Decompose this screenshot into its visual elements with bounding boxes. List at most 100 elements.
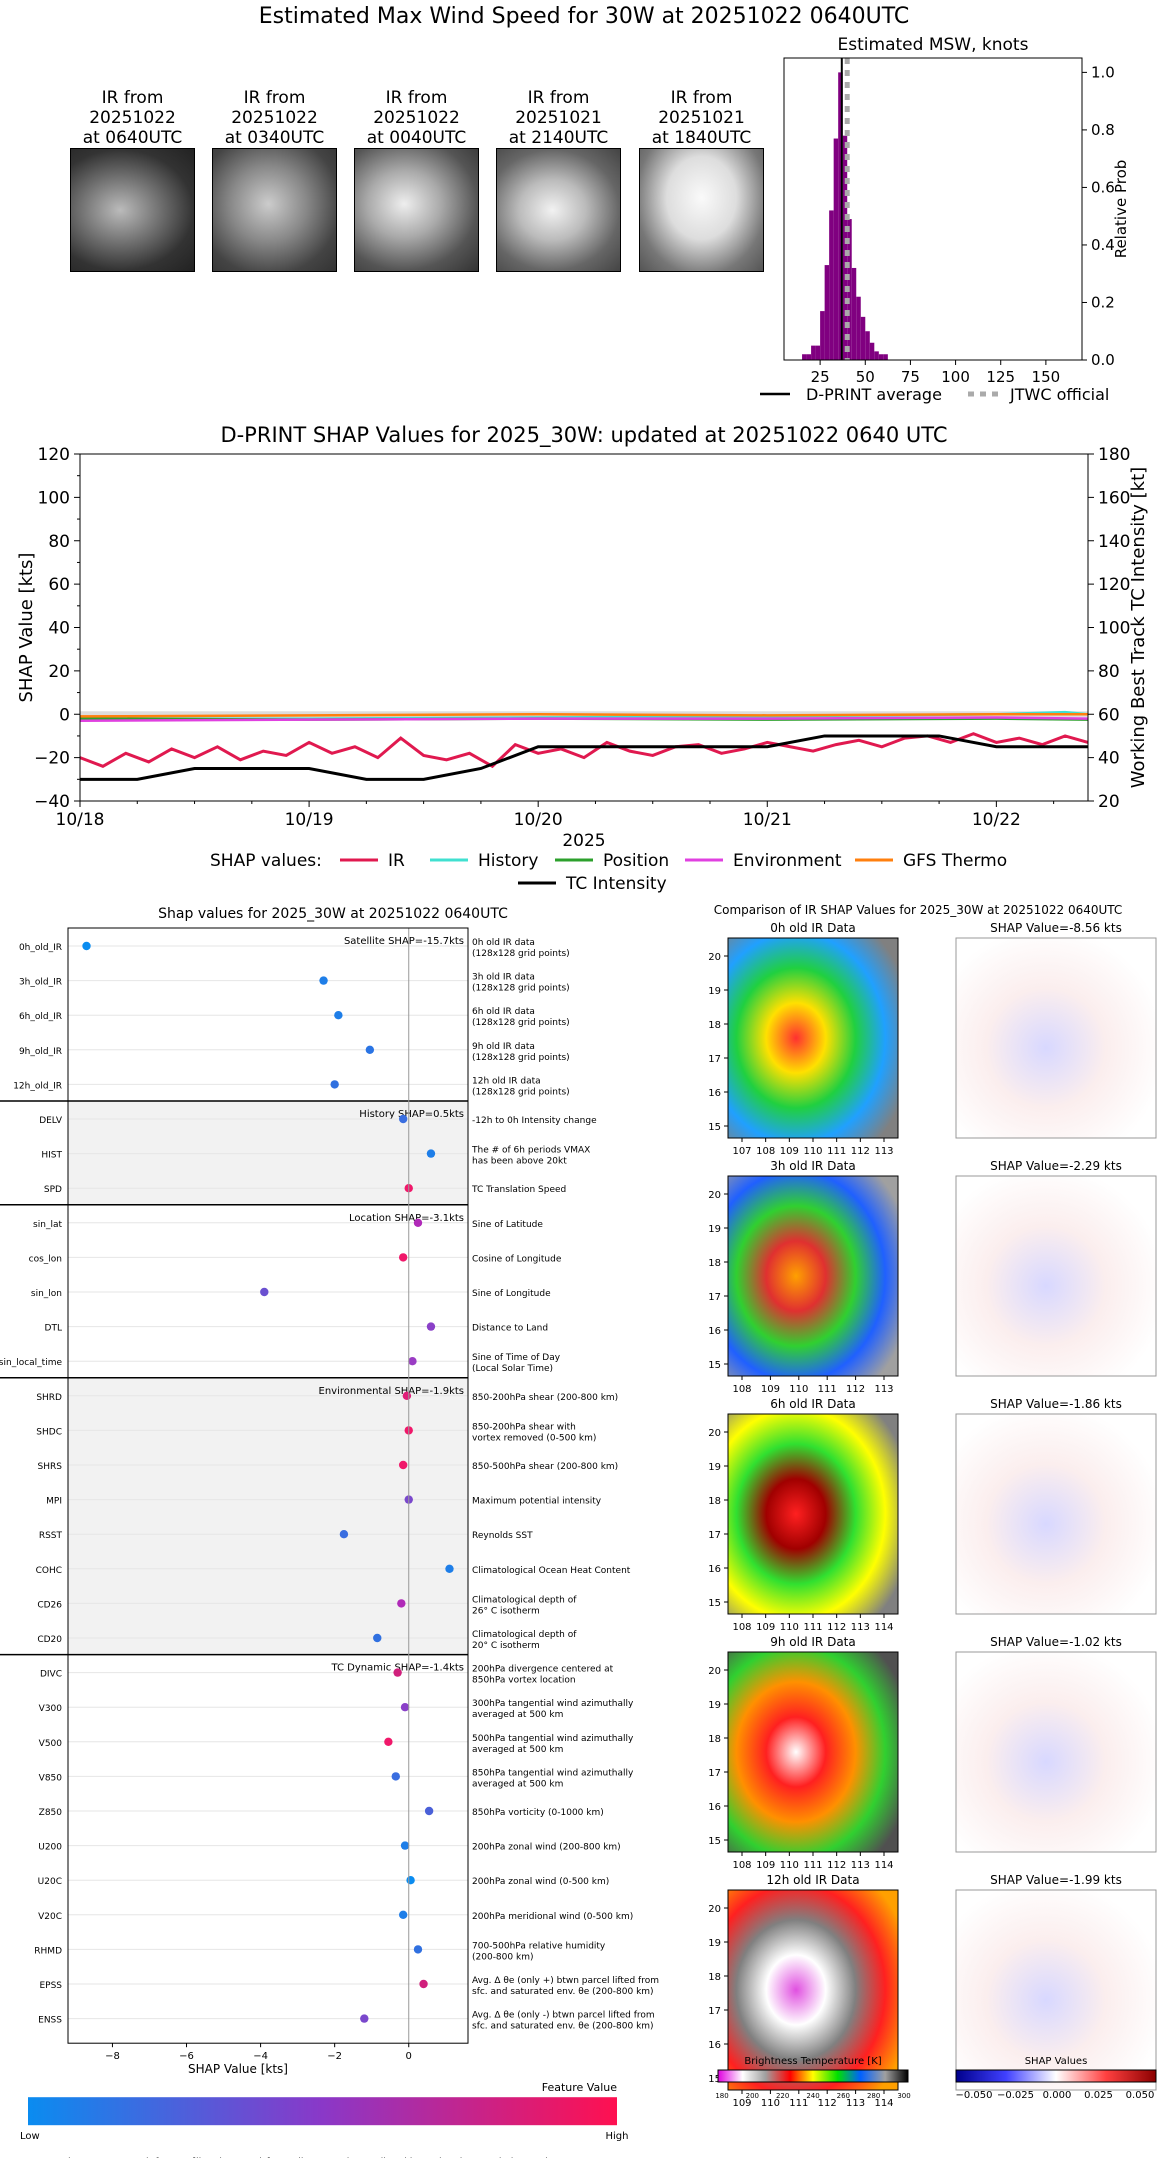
feature-shap-point: [419, 1979, 428, 1989]
histogram-bar: [856, 296, 861, 360]
ir-x-tick-label: 109: [761, 1384, 780, 1395]
ir-x-tick-label: 113: [851, 1860, 870, 1871]
feature-shap-point: [398, 1460, 408, 1470]
histogram-y-tick-label: 0.0: [1091, 351, 1115, 369]
feature-description: 500hPa tangential wind azimuthally: [472, 1734, 634, 1744]
shap-panel-title: SHAP Value=-1.02 kts: [990, 1635, 1122, 1649]
comparison-title: Comparison of IR SHAP Values for 2025_30…: [714, 903, 1123, 917]
feature-shap-point: [445, 1564, 454, 1573]
colorbar-low-label: Low: [20, 2131, 40, 2142]
shap-colorbar-tick: 0.000: [1043, 2090, 1072, 2101]
feature-x-tick-label: −6: [179, 2051, 194, 2062]
feature-description: 26° C isotherm: [472, 1606, 540, 1616]
feature-name: V500: [39, 1739, 63, 1749]
histogram-bar: [869, 342, 875, 360]
feature-shap-point: [373, 1633, 382, 1643]
feature-description: 6h old IR data: [472, 1007, 535, 1017]
feature-shap-point: [360, 2014, 369, 2023]
legend-label-position: Position: [603, 851, 669, 871]
feature-description: averaged at 500 km: [472, 1779, 563, 1789]
ir-x-tick-label: 113: [846, 2098, 865, 2109]
ir-x-tick-label: 109: [780, 1146, 799, 1157]
right-y-tick-label: 160: [1098, 488, 1130, 508]
ir-y-tick-label: 18: [708, 1734, 721, 1745]
histogram-bar: [824, 265, 830, 360]
ir-y-tick-label: 18: [708, 1258, 721, 1269]
left-y-tick-label: 80: [48, 532, 70, 552]
ir-y-tick-label: 16: [708, 1802, 721, 1813]
x-tick-label: 10/20: [514, 810, 563, 830]
histogram-x-tick-label: 25: [811, 368, 830, 386]
feature-description: 9h old IR data: [472, 1042, 535, 1052]
feature-name: sin_lon: [31, 1289, 62, 1299]
msw-histogram-chart: Estimated MSW, knots 25 50 75 100 125 150 0.0 0.…: [760, 35, 1130, 404]
histogram-bar: [829, 210, 834, 360]
ir-y-tick-label: 20: [708, 1428, 721, 1439]
feature-name: DTL: [45, 1324, 62, 1334]
feature-name: DIVC: [40, 1670, 62, 1680]
ir-x-tick-label: 112: [827, 1622, 846, 1633]
feature-description: (Local Solar Time): [472, 1364, 553, 1374]
ir-thumbnail-image: [639, 148, 764, 272]
ir-thumbnail-title-line1: IR from: [385, 88, 448, 108]
feature-description: averaged at 500 km: [472, 1745, 563, 1755]
histogram-title: Estimated MSW, knots: [838, 35, 1029, 55]
feature-description: Maximum potential intensity: [472, 1497, 602, 1507]
ir-panel-title: 3h old IR Data: [770, 1159, 856, 1173]
feature-description: (200-800 km): [472, 1952, 533, 1962]
histogram-x-tick-label: 150: [1032, 368, 1061, 386]
left-y-tick-label: −20: [34, 749, 70, 769]
ir-y-tick-label: 19: [708, 1700, 721, 1711]
ir-thumbnail-title-line3: at 2140UTC: [508, 128, 609, 148]
main-title: Estimated Max Wind Speed for 30W at 2025…: [258, 4, 910, 29]
feature-description: Climatological Ocean Heat Content: [472, 1566, 631, 1576]
timeseries-title: D-PRINT SHAP Values for 2025_30W: update…: [220, 423, 947, 448]
ir-x-tick-label: 112: [846, 1384, 865, 1395]
right-y-tick-label: 60: [1098, 705, 1120, 725]
feature-name: Z850: [39, 1808, 63, 1818]
shap-panel-image: [955, 1651, 1157, 1853]
feature-description: (128x128 grid points): [472, 949, 570, 959]
legend-label-jtwc: JTWC official: [1009, 385, 1109, 404]
shap-timeseries-chart: D-PRINT SHAP Values for 2025_30W: update…: [16, 423, 1149, 894]
feature-description: Climatological depth of: [472, 1630, 577, 1640]
right-y-tick-label: 80: [1098, 662, 1120, 682]
left-y-tick-label: 60: [48, 575, 70, 595]
ir-y-tick-label: 15: [708, 2074, 721, 2085]
ir-x-tick-label: 108: [732, 1384, 751, 1395]
feature-description: -12h to 0h Intensity change: [472, 1116, 597, 1126]
feature-name: SHRS: [38, 1462, 63, 1472]
feature-name: 12h_old_IR: [13, 1081, 62, 1091]
shap-panel-title: SHAP Value=-1.86 kts: [990, 1397, 1122, 1411]
ir-x-tick-label: 113: [874, 1384, 893, 1395]
ir-y-tick-label: 15: [708, 1836, 721, 1847]
ir-x-tick-label: 110: [761, 2098, 780, 2109]
histogram-bar: [806, 354, 812, 360]
ir-y-tick-label: 17: [708, 1768, 721, 1779]
feature-name: EPSS: [39, 1981, 62, 1991]
ir-panel-title: 12h old IR Data: [766, 1873, 859, 1887]
histogram-bar: [883, 354, 888, 360]
ir-thumbnail-title-line2: 20251022: [89, 108, 176, 128]
shap-colorbar-tick: −0.025: [997, 2090, 1034, 2101]
ir-x-tick-label: 109: [756, 1860, 775, 1871]
ir-x-tick-label: 110: [803, 1146, 822, 1157]
feature-x-tick-label: −8: [105, 2051, 120, 2062]
feature-colorbar-title: Feature Value: [542, 2081, 618, 2094]
histogram-x-tick-label: 100: [941, 368, 970, 386]
ir-thumbnail-title-line1: IR from: [101, 88, 164, 108]
ir-y-tick-label: 17: [708, 1054, 721, 1065]
feature-shap-point: [398, 1910, 408, 1919]
timeseries-frame: [79, 453, 1089, 802]
group-label: Location SHAP=-3.1kts: [349, 1213, 464, 1224]
shap-colorbar-tick: 0.025: [1084, 2090, 1113, 2101]
feature-description: Sine of Time of Day: [472, 1353, 561, 1363]
shap-colorbar: [955, 2069, 1157, 2083]
bt-colorbar-tick: 260: [837, 2092, 850, 2100]
ir-thumbnail-title: IR from 20251021 at 2140UTC: [486, 88, 631, 148]
feature-name: COHC: [36, 1566, 62, 1576]
feature-shap-point: [408, 1357, 417, 1366]
bt-colorbar-tick: 240: [806, 2092, 819, 2100]
feature-description: Avg. Δ θe (only -) btwn parcel lifted fr…: [472, 2011, 655, 2021]
histogram-y-tick-label: 0.6: [1091, 178, 1115, 196]
